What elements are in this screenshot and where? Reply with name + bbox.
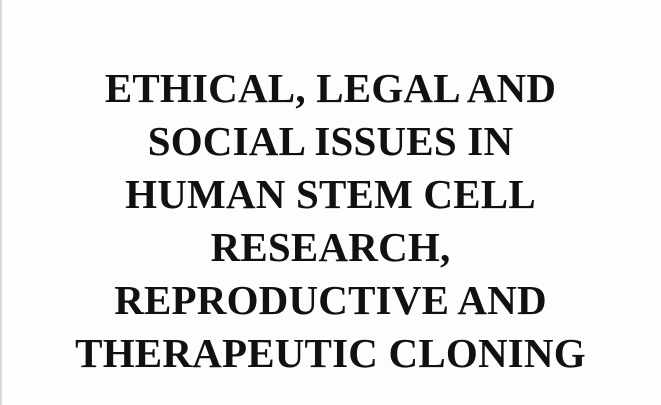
title-line-4: RESEARCH,: [210, 224, 451, 270]
title-line-3: HUMAN STEM CELL: [125, 171, 536, 217]
title-line-2: SOCIAL ISSUES IN: [147, 118, 514, 164]
title-line-5: REPRODUCTIVE AND: [114, 277, 547, 323]
page-edge: [0, 0, 2, 405]
title-line-6: THERAPEUTIC CLONING: [75, 330, 586, 376]
title-line-1: ETHICAL, LEGAL AND: [104, 65, 557, 111]
document-title: ETHICAL, LEGAL AND SOCIAL ISSUES IN HUMA…: [0, 62, 661, 380]
